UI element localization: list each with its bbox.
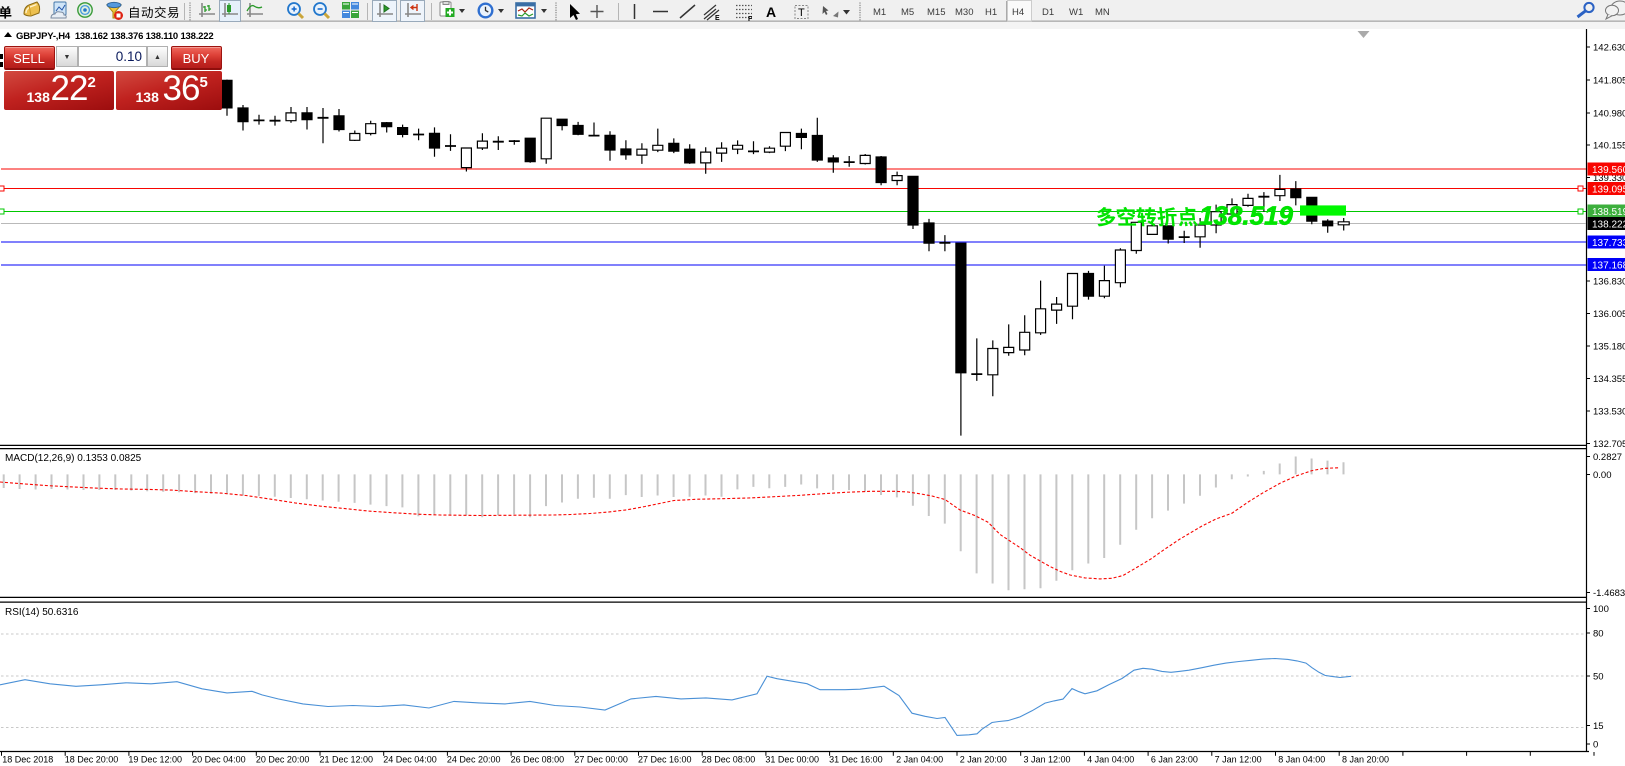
svg-text:20 Dec 20:00: 20 Dec 20:00 [256, 754, 310, 764]
svg-text:6 Jan 23:00: 6 Jan 23:00 [1151, 754, 1198, 764]
svg-text:M5: M5 [901, 7, 914, 18]
svg-text:139.095: 139.095 [1592, 184, 1625, 195]
svg-text:137.733: 137.733 [1592, 238, 1625, 249]
svg-text:136.005: 136.005 [1593, 309, 1625, 320]
svg-text:80: 80 [1593, 629, 1604, 640]
svg-text:F: F [748, 16, 753, 23]
svg-text:-1.4683: -1.4683 [1593, 588, 1625, 599]
svg-text:135.180: 135.180 [1593, 342, 1625, 353]
svg-text:24 Dec 20:00: 24 Dec 20:00 [447, 754, 501, 764]
svg-text:M15: M15 [927, 7, 945, 18]
svg-text:50: 50 [1593, 672, 1604, 683]
svg-text:24 Dec 04:00: 24 Dec 04:00 [383, 754, 437, 764]
svg-text:0: 0 [1593, 740, 1598, 751]
svg-text:T: T [798, 7, 805, 19]
svg-text:MN: MN [1095, 7, 1110, 18]
svg-text:137.168: 137.168 [1592, 260, 1625, 271]
svg-text:134.355: 134.355 [1593, 374, 1625, 385]
svg-text:27 Dec 00:00: 27 Dec 00:00 [574, 754, 628, 764]
svg-text:A: A [766, 4, 776, 20]
svg-text:21 Dec 12:00: 21 Dec 12:00 [320, 754, 374, 764]
svg-text:138.519: 138.519 [1592, 207, 1625, 218]
svg-text:E: E [715, 15, 720, 22]
svg-text:27 Dec 16:00: 27 Dec 16:00 [638, 754, 692, 764]
svg-text:7 Jan 12:00: 7 Jan 12:00 [1215, 754, 1262, 764]
svg-text:139.330: 139.330 [1593, 173, 1625, 184]
svg-text:0.00: 0.00 [1593, 470, 1612, 481]
svg-text:20 Dec 04:00: 20 Dec 04:00 [192, 754, 246, 764]
svg-text:GBPJPY-,H4 138.162 138.376 13: GBPJPY-,H4 138.162 138.376 138.110 138.2… [16, 31, 213, 42]
svg-text:132.705: 132.705 [1593, 439, 1625, 450]
svg-text:31 Dec 00:00: 31 Dec 00:00 [765, 754, 819, 764]
svg-text:100: 100 [1593, 604, 1609, 615]
svg-text:M30: M30 [955, 7, 973, 18]
svg-text:138.222: 138.222 [1592, 219, 1625, 230]
svg-text:8 Jan 04:00: 8 Jan 04:00 [1278, 754, 1325, 764]
svg-text:139.560: 139.560 [1592, 165, 1625, 176]
svg-text:140.155: 140.155 [1593, 141, 1625, 152]
svg-text:19 Dec 12:00: 19 Dec 12:00 [128, 754, 182, 764]
svg-text:142.630: 142.630 [1593, 43, 1625, 54]
svg-text:MACD(12,26,9) 0.1353 0.0825: MACD(12,26,9) 0.1353 0.0825 [5, 453, 142, 464]
svg-text:31 Dec 16:00: 31 Dec 16:00 [829, 754, 883, 764]
svg-text:140.980: 140.980 [1593, 109, 1625, 120]
svg-text:4 Jan 04:00: 4 Jan 04:00 [1087, 754, 1134, 764]
svg-text:141.805: 141.805 [1593, 76, 1625, 87]
svg-text:H1: H1 [985, 7, 997, 18]
svg-text:3 Jan 12:00: 3 Jan 12:00 [1023, 754, 1070, 764]
svg-text:138.519: 138.519 [1199, 201, 1294, 231]
svg-text:H4: H4 [1012, 7, 1024, 18]
svg-text:M1: M1 [873, 7, 886, 18]
svg-text:18 Dec 2018: 18 Dec 2018 [2, 754, 53, 764]
svg-text:18 Dec 20:00: 18 Dec 20:00 [65, 754, 119, 764]
svg-text:136.830: 136.830 [1593, 277, 1625, 288]
svg-text:2 Jan 20:00: 2 Jan 20:00 [960, 754, 1007, 764]
svg-text:W1: W1 [1069, 7, 1083, 18]
svg-text:28 Dec 08:00: 28 Dec 08:00 [702, 754, 756, 764]
svg-text:RSI(14) 50.6316: RSI(14) 50.6316 [5, 607, 79, 618]
svg-text:133.530: 133.530 [1593, 407, 1625, 418]
svg-text:0.2827: 0.2827 [1593, 452, 1622, 463]
svg-text:D1: D1 [1042, 7, 1054, 18]
svg-text:15: 15 [1593, 721, 1604, 732]
svg-text:2 Jan 04:00: 2 Jan 04:00 [896, 754, 943, 764]
svg-text:8 Jan 20:00: 8 Jan 20:00 [1342, 754, 1389, 764]
svg-text:26 Dec 08:00: 26 Dec 08:00 [511, 754, 565, 764]
